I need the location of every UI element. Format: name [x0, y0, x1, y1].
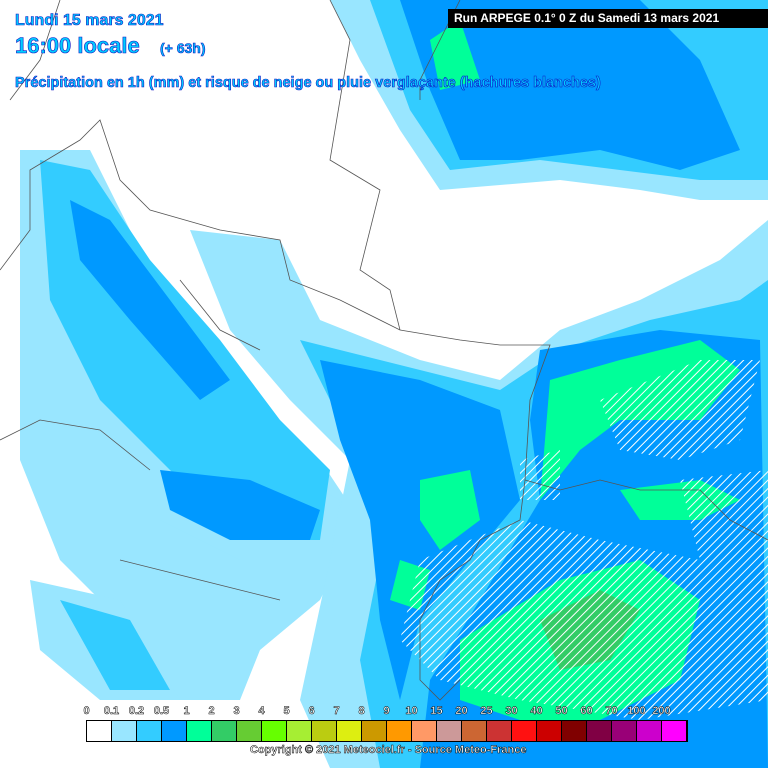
legend-swatch: [562, 721, 587, 741]
forecast-lead-time: (+ 63h): [160, 40, 206, 57]
legend-swatch: [637, 721, 662, 741]
legend-label: 50: [555, 705, 568, 718]
legend-label: 9: [383, 705, 390, 718]
legend-swatch: [162, 721, 187, 741]
legend-label: 15: [430, 705, 443, 718]
legend-swatch: [112, 721, 137, 741]
legend-label: 0: [83, 705, 90, 718]
legend-swatch: [262, 721, 287, 741]
legend-swatch: [662, 721, 687, 741]
legend-swatch: [212, 721, 237, 741]
legend-color-bar: [86, 720, 688, 742]
map-description: Précipitation en 1h (mm) et risque de ne…: [15, 75, 601, 92]
model-run-label: Run ARPEGE 0.1° 0 Z du Samedi 13 mars 20…: [448, 9, 768, 28]
legend-label: 0.5: [153, 705, 170, 718]
copyright: Copyright © 2021 Meteociel.fr - Source M…: [250, 744, 527, 757]
legend-swatch: [587, 721, 612, 741]
legend-swatch: [437, 721, 462, 741]
legend-label: 10: [405, 705, 418, 718]
snow-freezing-rain-hatching: [400, 360, 768, 720]
legend-label: 3: [233, 705, 240, 718]
forecast-date: Lundi 15 mars 2021: [15, 12, 164, 30]
legend-swatch: [537, 721, 562, 741]
legend-swatch: [412, 721, 437, 741]
legend-label: 4: [258, 705, 265, 718]
legend-label: 30: [505, 705, 518, 718]
legend-swatch: [612, 721, 637, 741]
legend-swatch: [487, 721, 512, 741]
legend-label: 8: [358, 705, 365, 718]
legend-swatch: [387, 721, 412, 741]
legend-label: 60: [580, 705, 593, 718]
legend-swatch: [187, 721, 212, 741]
legend-label: 0.1: [103, 705, 120, 718]
legend-swatch: [237, 721, 262, 741]
legend-label: 70: [605, 705, 618, 718]
forecast-time: 16:00 locale: [15, 33, 140, 59]
legend-swatch: [337, 721, 362, 741]
legend-label: 100: [627, 705, 646, 718]
legend-swatch: [512, 721, 537, 741]
legend-label: 1: [183, 705, 190, 718]
legend-swatch: [312, 721, 337, 741]
legend-label: 200: [652, 705, 671, 718]
legend-label: 20: [455, 705, 468, 718]
legend-label: 25: [480, 705, 493, 718]
legend-label: 40: [530, 705, 543, 718]
legend-label: 2: [208, 705, 215, 718]
legend-swatch: [287, 721, 312, 741]
legend-swatch: [462, 721, 487, 741]
legend-swatch: [137, 721, 162, 741]
legend-label: 0.2: [128, 705, 145, 718]
legend-label: 5: [283, 705, 290, 718]
legend-label: 6: [308, 705, 315, 718]
legend-swatch: [87, 721, 112, 741]
legend-swatch: [362, 721, 387, 741]
borders: [0, 0, 768, 701]
legend-label: 7: [333, 705, 340, 718]
